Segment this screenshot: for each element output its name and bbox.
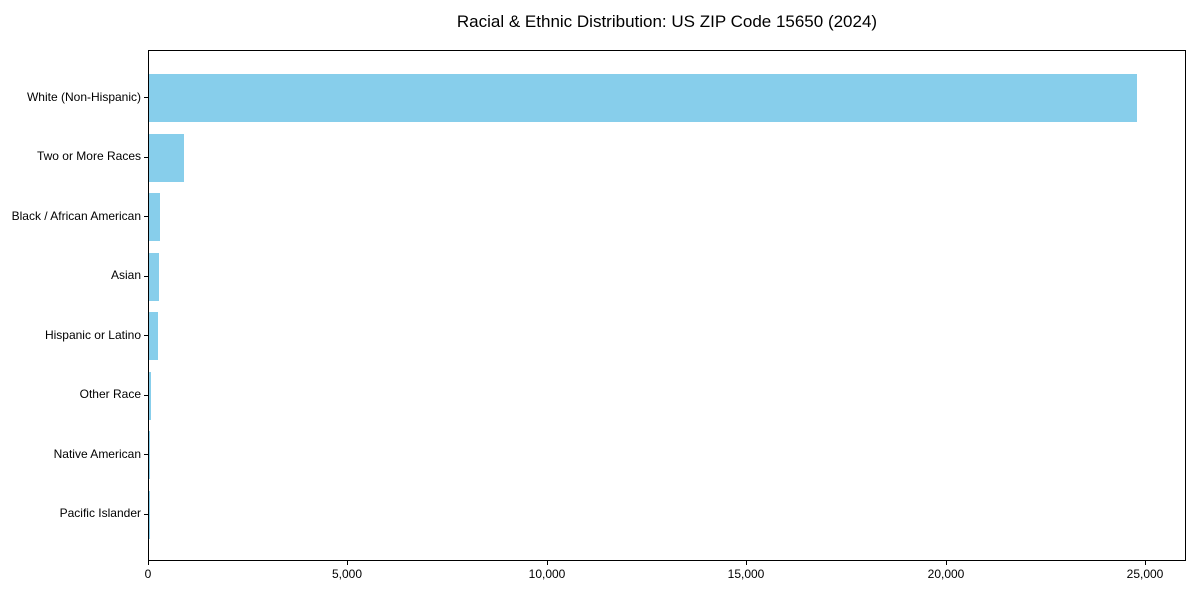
- x-axis-label-5000: 5,000: [331, 567, 363, 581]
- bar-black-african-american: [149, 193, 160, 241]
- y-axis-label-two-or-more-races: Two or More Races: [36, 149, 141, 163]
- y-axis-tick: [144, 216, 148, 217]
- y-axis-tick: [144, 395, 148, 396]
- y-axis-label-other-race: Other Race: [79, 387, 141, 401]
- x-axis-label-0: 0: [144, 567, 152, 581]
- y-axis-tick: [144, 157, 148, 158]
- y-axis-label-hispanic-or-latino: Hispanic or Latino: [44, 328, 141, 342]
- x-axis-tick: [1145, 561, 1146, 565]
- x-axis-label-15000: 15,000: [727, 567, 765, 581]
- bar-native-american: [149, 431, 150, 479]
- bar-two-or-more-races: [149, 134, 184, 182]
- y-axis-tick: [144, 97, 148, 98]
- y-axis-tick: [144, 276, 148, 277]
- y-axis-tick: [144, 454, 148, 455]
- x-axis-tick: [347, 561, 348, 565]
- plot-area: [148, 50, 1186, 561]
- x-axis-tick: [946, 561, 947, 565]
- y-axis-tick: [144, 335, 148, 336]
- x-axis-label-20000: 20,000: [927, 567, 965, 581]
- y-axis-label-white-non-hispanic: White (Non-Hispanic): [26, 90, 141, 104]
- y-axis-tick: [144, 514, 148, 515]
- bar-other-race: [149, 372, 151, 420]
- y-axis-label-black-african-american: Black / African American: [11, 209, 141, 223]
- y-axis-label-pacific-islander: Pacific Islander: [59, 506, 141, 520]
- y-axis-label-asian: Asian: [110, 268, 141, 282]
- x-axis-tick: [148, 561, 149, 565]
- x-axis-label-10000: 10,000: [528, 567, 566, 581]
- bar-asian: [149, 253, 159, 301]
- x-axis-tick: [746, 561, 747, 565]
- y-axis-label-native-american: Native American: [53, 447, 141, 461]
- bar-white-non-hispanic: [149, 74, 1137, 122]
- chart-title: Racial & Ethnic Distribution: US ZIP Cod…: [456, 12, 878, 31]
- x-axis-label-25000: 25,000: [1126, 567, 1164, 581]
- x-axis-tick: [547, 561, 548, 565]
- bar-hispanic-or-latino: [149, 312, 158, 360]
- bar-pacific-islander: [149, 491, 150, 539]
